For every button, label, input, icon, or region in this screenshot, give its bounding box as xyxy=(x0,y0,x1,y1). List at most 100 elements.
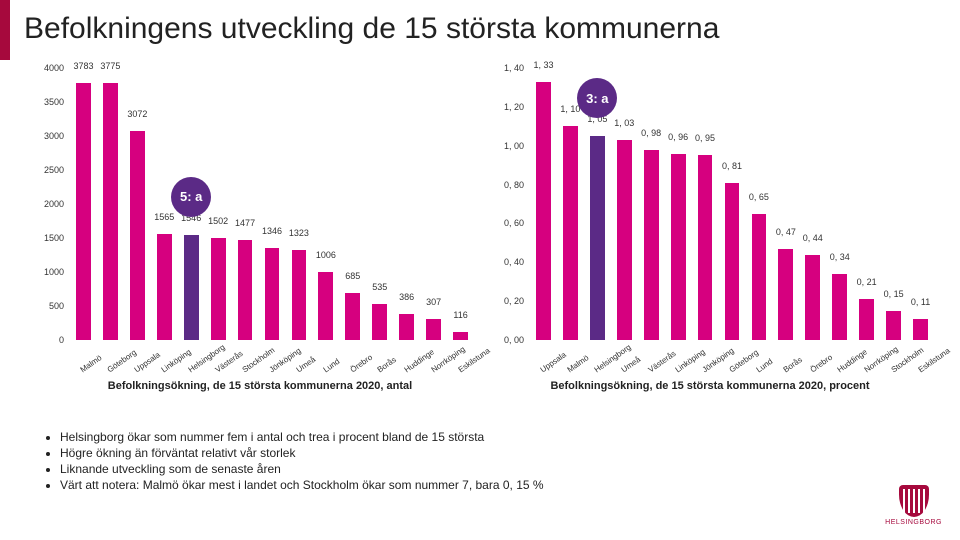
chart-right-xaxis: UppsalaMalmöHelsingborgUmeåVästeråsLinkö… xyxy=(530,340,934,368)
bar-value: 3783 xyxy=(73,61,93,71)
bar-value: 1565 xyxy=(154,212,174,222)
xlabel: Borås xyxy=(375,355,397,374)
xlabel: Malmö xyxy=(566,353,591,374)
bar-value: 1, 10 xyxy=(560,104,580,114)
bar-value: 0, 21 xyxy=(857,277,877,287)
xlabel: Lund xyxy=(755,357,775,375)
bar-value: 386 xyxy=(399,292,414,302)
ytick: 1, 40 xyxy=(504,63,524,73)
chart-right-yaxis: 0, 000, 200, 400, 600, 801, 001, 201, 40 xyxy=(494,68,528,340)
chart-left-caption: Befolkningsökning, de 15 största kommune… xyxy=(60,380,460,392)
bar-value: 0, 65 xyxy=(749,192,769,202)
bar-value: 307 xyxy=(426,297,441,307)
ytick: 0, 80 xyxy=(504,180,524,190)
chart-left: 05001000150020002500300035004000 3783377… xyxy=(34,68,474,368)
bar xyxy=(725,183,740,340)
bar-value: 1323 xyxy=(289,228,309,238)
bullet-list: Helsingborg ökar som nummer fem i antal … xyxy=(60,430,544,494)
bar-value: 685 xyxy=(345,271,360,281)
chart-right: 0, 000, 200, 400, 600, 801, 001, 201, 40… xyxy=(494,68,934,368)
bar xyxy=(453,332,468,340)
rank-badge: 3: a xyxy=(577,78,617,118)
shield-icon xyxy=(899,485,929,517)
bar xyxy=(913,319,928,340)
bar xyxy=(76,83,91,340)
chart-left-xaxis: MalmöGöteborgUppsalaLinköpingHelsingborg… xyxy=(70,340,474,368)
xlabel: Uppsala xyxy=(539,350,568,374)
charts-row: 05001000150020002500300035004000 3783377… xyxy=(34,68,934,368)
ytick: 2500 xyxy=(44,165,64,175)
xlabel: Lund xyxy=(321,357,341,375)
ytick: 0, 60 xyxy=(504,218,524,228)
xlabel: Örebro xyxy=(808,353,834,375)
bar xyxy=(265,248,280,340)
bar-value: 0, 98 xyxy=(641,128,661,138)
bar-value: 1, 33 xyxy=(533,60,553,70)
logo: HELSINGBORG xyxy=(885,485,942,526)
bar xyxy=(536,82,551,340)
xlabel: Göteborg xyxy=(106,348,138,375)
bar-value: 3775 xyxy=(100,61,120,71)
bar-value: 0, 44 xyxy=(803,233,823,243)
chart-left-yaxis: 05001000150020002500300035004000 xyxy=(34,68,68,340)
ytick: 1000 xyxy=(44,267,64,277)
logo-text: HELSINGBORG xyxy=(885,519,942,526)
bar-value: 1006 xyxy=(316,250,336,260)
bar xyxy=(211,238,226,340)
bar xyxy=(778,249,793,340)
bar xyxy=(372,304,387,340)
bar xyxy=(103,83,118,340)
bar xyxy=(184,235,199,340)
bar xyxy=(671,154,686,341)
bar-value: 1346 xyxy=(262,226,282,236)
ytick: 3000 xyxy=(44,131,64,141)
bar xyxy=(886,311,901,340)
bar xyxy=(292,250,307,340)
bar xyxy=(859,299,874,340)
bar-value: 116 xyxy=(453,310,467,320)
bullet-item: Högre ökning än förväntat relativt vår s… xyxy=(60,446,544,460)
ytick: 0 xyxy=(59,335,64,345)
ytick: 0, 00 xyxy=(504,335,524,345)
bar-value: 1477 xyxy=(235,218,255,228)
ytick: 3500 xyxy=(44,97,64,107)
xlabel: Huddinge xyxy=(835,347,868,374)
rank-badge: 5: a xyxy=(171,177,211,217)
bullet-item: Helsingborg ökar som nummer fem i antal … xyxy=(60,430,544,444)
xlabel: Västerås xyxy=(647,349,678,374)
ytick: 1500 xyxy=(44,233,64,243)
ytick: 1, 00 xyxy=(504,141,524,151)
page-title: Befolkningens utveckling de 15 största k… xyxy=(24,12,719,46)
bar-value: 0, 11 xyxy=(911,297,930,307)
bar xyxy=(698,155,713,340)
accent-bar xyxy=(0,0,10,60)
bar xyxy=(318,272,333,340)
ytick: 0, 40 xyxy=(504,257,524,267)
bar xyxy=(426,319,441,340)
xlabel: Umeå xyxy=(295,355,318,375)
chart-right-caption: Befolkningsökning, de 15 största kommune… xyxy=(510,380,910,392)
bar-value: 3072 xyxy=(127,109,147,119)
bar-value: 0, 15 xyxy=(884,289,904,299)
bar-value: 0, 81 xyxy=(722,161,742,171)
xlabel: Umeå xyxy=(620,355,643,375)
bar xyxy=(644,150,659,340)
xlabel: Örebro xyxy=(348,353,374,375)
ytick: 1, 20 xyxy=(504,102,524,112)
xlabel: Huddinge xyxy=(402,347,435,374)
bar xyxy=(832,274,847,340)
bar xyxy=(130,131,145,340)
bar xyxy=(563,126,578,340)
xlabel: Borås xyxy=(781,355,803,374)
bar-value: 0, 47 xyxy=(776,227,796,237)
bar-value: 0, 96 xyxy=(668,132,688,142)
bar xyxy=(157,234,172,340)
bar-value: 1502 xyxy=(208,216,228,226)
bar-value: 1, 03 xyxy=(614,118,634,128)
xlabel: Malmö xyxy=(79,353,104,374)
bar-value: 0, 95 xyxy=(695,133,715,143)
bullet-item: Värt att notera: Malmö ökar mest i lande… xyxy=(60,478,544,492)
chart-right-plot: 1, 331, 101, 051, 030, 980, 960, 950, 81… xyxy=(530,68,934,340)
bar-value: 0, 34 xyxy=(830,252,850,262)
ytick: 2000 xyxy=(44,199,64,209)
